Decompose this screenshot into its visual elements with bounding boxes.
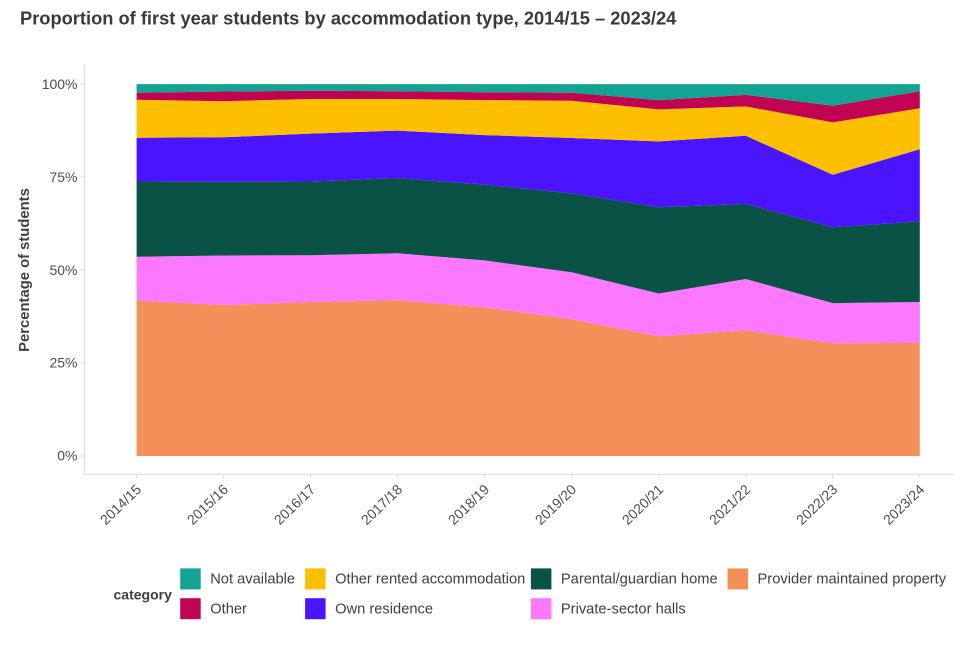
svg-text:25%: 25%: [49, 355, 77, 371]
svg-text:0%: 0%: [57, 448, 77, 464]
svg-text:Private-sector halls: Private-sector halls: [561, 601, 686, 617]
svg-text:Own residence: Own residence: [335, 601, 433, 617]
svg-text:Not available: Not available: [210, 572, 295, 588]
svg-text:category: category: [114, 587, 173, 603]
svg-text:Other: Other: [210, 601, 247, 617]
svg-text:100%: 100%: [42, 76, 78, 92]
svg-text:50%: 50%: [49, 262, 77, 278]
svg-text:Parental/guardian home: Parental/guardian home: [561, 572, 718, 588]
svg-text:Proportion of first year stude: Proportion of first year students by acc…: [20, 8, 677, 29]
svg-text:75%: 75%: [49, 169, 77, 185]
svg-text:Other rented accommodation: Other rented accommodation: [335, 572, 525, 588]
svg-text:Percentage of students: Percentage of students: [17, 188, 33, 352]
svg-text:Provider maintained property: Provider maintained property: [758, 572, 947, 588]
